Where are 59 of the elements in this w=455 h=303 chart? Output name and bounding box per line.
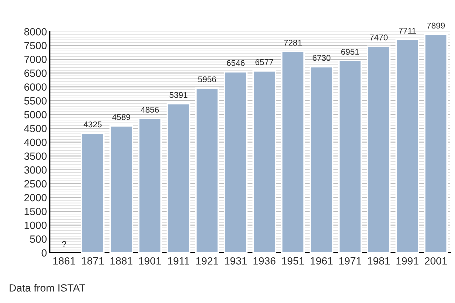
x-tick-label: 1951 xyxy=(282,257,304,265)
bar xyxy=(338,60,362,254)
data-label: 7711 xyxy=(399,28,416,34)
bar xyxy=(138,118,162,254)
data-label: 6951 xyxy=(342,49,360,56)
data-label: 7281 xyxy=(284,40,302,46)
data-label: 4325 xyxy=(84,122,102,128)
bar xyxy=(196,88,220,254)
bar xyxy=(396,39,420,254)
data-label: 6730 xyxy=(312,55,331,62)
x-tick-label: 1861 xyxy=(54,257,76,265)
y-tick-label: 3500 xyxy=(24,152,47,160)
bar xyxy=(224,71,248,254)
data-label: 7470 xyxy=(370,34,388,41)
data-label: 4856 xyxy=(141,107,160,113)
data-label: 4589 xyxy=(112,114,130,120)
bar xyxy=(252,70,276,254)
y-tick-label: 4500 xyxy=(24,125,47,132)
bar xyxy=(110,125,134,254)
y-tick-label: 5000 xyxy=(24,111,47,119)
text: ? xyxy=(62,241,66,248)
bar xyxy=(367,46,391,254)
y-tick-label: 7000 xyxy=(24,56,47,64)
y-tick-label: 2000 xyxy=(24,194,47,202)
text: Data from ISTAT xyxy=(10,284,86,292)
y-tick-label: 2500 xyxy=(24,180,47,188)
x-tick-label: 1921 xyxy=(196,257,218,265)
bar xyxy=(81,132,105,254)
y-tick-label: 5500 xyxy=(24,97,47,105)
x-tick-label: 1911 xyxy=(168,257,190,265)
x-tick-label: 1871 xyxy=(82,257,104,265)
data-label: 7899 xyxy=(427,22,446,29)
y-tick-label: 8000 xyxy=(24,28,47,36)
data-label: 6577 xyxy=(256,59,274,66)
y-tick-label: 500 xyxy=(30,236,47,244)
x-tick-label: 1931 xyxy=(225,257,248,265)
x-tick-label: 1881 xyxy=(110,257,133,265)
x-tick-label: 1991 xyxy=(396,257,419,265)
y-tick-label: 6000 xyxy=(24,84,47,91)
y-tick-label: 1000 xyxy=(24,222,47,230)
bar xyxy=(424,34,448,254)
y-tick-label: 1500 xyxy=(24,208,47,216)
x-tick-label: 1901 xyxy=(139,257,162,265)
x-tick-label: 1971 xyxy=(340,257,362,265)
y-tick-label: 3000 xyxy=(24,166,47,174)
y-tick-label: 0 xyxy=(42,250,47,257)
data-label: 5391 xyxy=(170,92,188,98)
data-label: 6546 xyxy=(227,60,245,66)
x-tick-label: 1961 xyxy=(310,257,333,265)
x-tick-label: 1936 xyxy=(254,257,276,265)
x-tick-label: 2001 xyxy=(425,257,448,265)
y-tick-label: 6500 xyxy=(24,70,47,78)
bar xyxy=(281,51,305,254)
y-tick-label: 7500 xyxy=(24,42,47,50)
x-tick-label: 1981 xyxy=(368,257,390,265)
bar xyxy=(166,103,191,254)
y-tick-label: 4000 xyxy=(24,138,47,146)
data-label: 5956 xyxy=(198,76,216,83)
bar xyxy=(310,66,334,254)
